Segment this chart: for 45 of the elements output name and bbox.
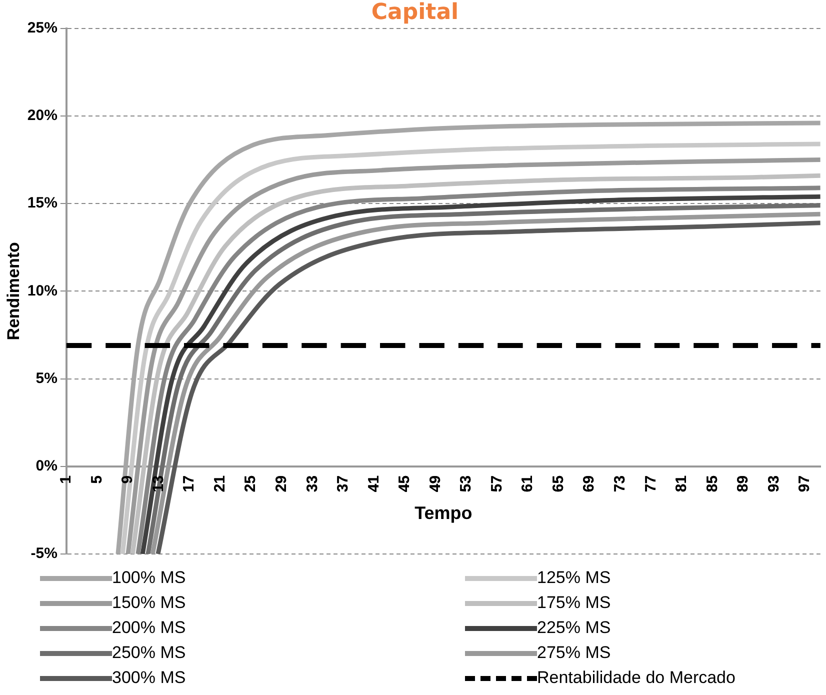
- x-tick-label: 69: [580, 475, 598, 492]
- x-tick-label: 17: [180, 475, 198, 492]
- x-tick-label: 81: [673, 475, 690, 492]
- x-tick-label: 57: [488, 475, 506, 492]
- legend-label: 225% MS: [537, 618, 611, 638]
- y-tick-label: -5%: [30, 545, 58, 562]
- y-tick-label: 20%: [27, 107, 58, 124]
- x-tick-label: 77: [642, 475, 660, 492]
- x-tick-label: 61: [519, 475, 536, 492]
- x-tick-label: 5: [88, 475, 106, 484]
- x-tick-label: 13: [150, 475, 167, 492]
- legend-label: 100% MS: [112, 568, 186, 588]
- x-tick-label: 29: [272, 475, 290, 492]
- x-tick-label: 37: [334, 475, 352, 492]
- x-tick-label: 41: [365, 475, 382, 492]
- x-tick-label: 21: [211, 475, 228, 492]
- legend-label: Rentabilidade do Mercado: [537, 668, 736, 688]
- x-tick-label: 25: [242, 475, 260, 492]
- legend-label: 250% MS: [112, 643, 186, 663]
- legend-label: 125% MS: [537, 568, 611, 588]
- x-tick-label: 33: [304, 475, 321, 492]
- chart-title: Capital: [371, 0, 459, 25]
- x-tick-label: 89: [734, 475, 752, 492]
- y-tick-label: 5%: [36, 370, 58, 387]
- legend-label: 175% MS: [537, 593, 611, 613]
- legend-label: 200% MS: [112, 618, 186, 638]
- legend-label: 150% MS: [112, 593, 186, 613]
- x-tick-label: 97: [796, 475, 814, 492]
- x-tick-label: 49: [426, 475, 444, 492]
- legend-label: 300% MS: [112, 668, 186, 688]
- x-tick-label: 53: [458, 475, 475, 492]
- x-tick-label: 1: [58, 475, 75, 484]
- x-tick-label: 93: [765, 475, 782, 492]
- x-tick-label: 9: [119, 475, 136, 484]
- x-tick-label: 73: [611, 475, 628, 492]
- x-tick-label: 85: [704, 475, 721, 492]
- legend-label: 275% MS: [537, 643, 611, 663]
- y-tick-label: 25%: [27, 20, 58, 37]
- y-axis-title: Rendimento: [4, 242, 23, 340]
- x-axis-title: Tempo: [414, 502, 472, 523]
- y-tick-label: 0%: [36, 458, 58, 475]
- x-tick-label: 65: [550, 475, 567, 492]
- y-tick-label: 10%: [27, 282, 58, 300]
- y-tick-label: 15%: [27, 194, 58, 212]
- x-tick-label: 45: [396, 475, 414, 492]
